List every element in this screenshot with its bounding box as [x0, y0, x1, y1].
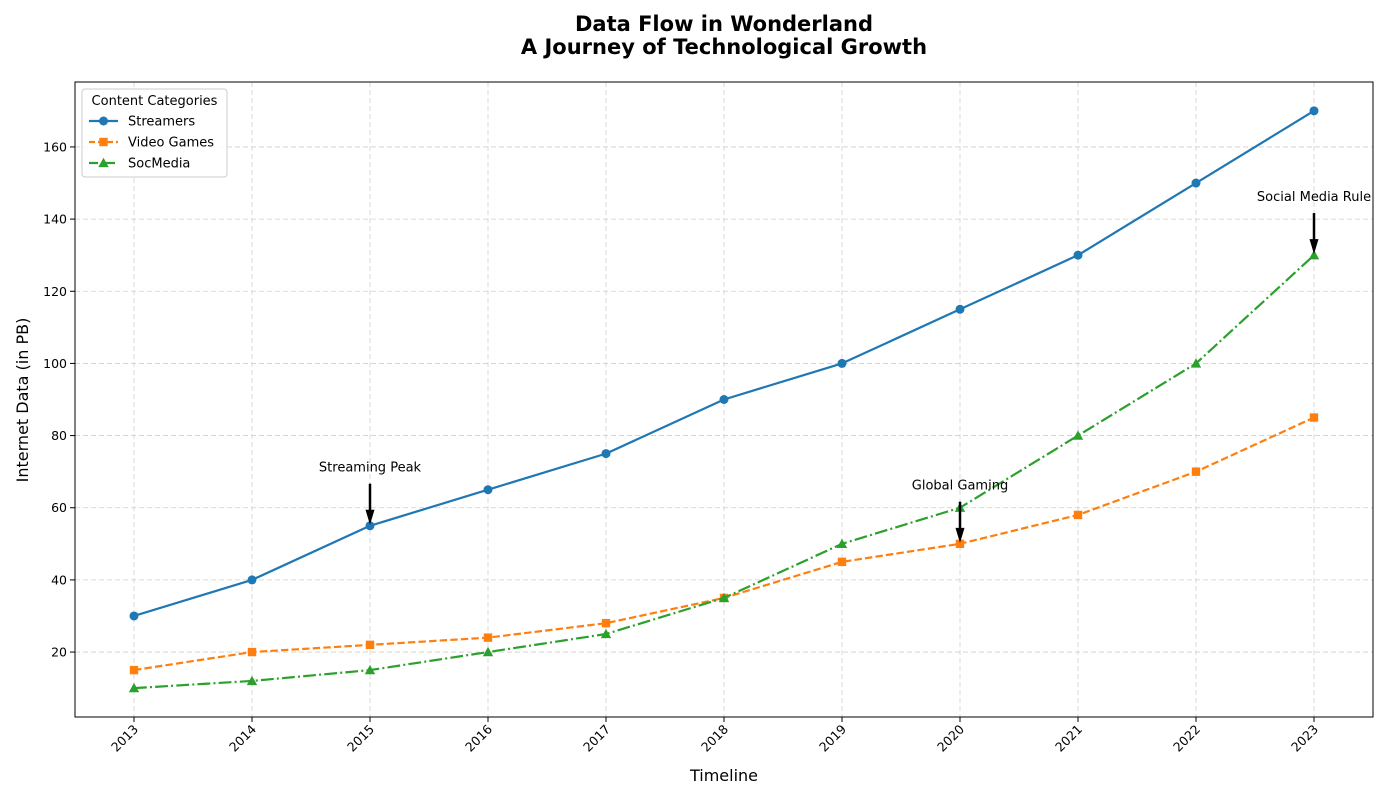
data-point-socmedia: [128, 682, 140, 693]
legend-title: Content Categories: [92, 94, 218, 109]
x-tick-label: 2022: [1170, 722, 1203, 755]
annotation-arrow-head: [365, 509, 375, 525]
y-tick-label: 160: [43, 139, 67, 154]
data-point-video-games: [1309, 413, 1319, 422]
chart-title: Data Flow in Wonderland: [575, 12, 873, 36]
data-point-socmedia: [1308, 249, 1320, 260]
data-point-video-games: [483, 633, 493, 642]
data-point-socmedia: [1190, 358, 1202, 368]
x-tick-label: 2019: [816, 721, 849, 754]
legend: Content Categories Streamers Video Games S…: [81, 88, 228, 178]
data-point-video-games: [365, 640, 375, 650]
legend-label: Streamers: [128, 115, 195, 130]
legend-marker-socmedia: [98, 157, 109, 168]
y-tick-label: 100: [43, 356, 67, 371]
data-point-streamers: [719, 395, 729, 404]
x-axis-label: Timeline: [689, 766, 758, 785]
annotation-arrow-head: [955, 527, 965, 543]
data-point-streamers: [1073, 250, 1083, 260]
y-tick-label: 80: [51, 428, 67, 443]
data-point-socmedia: [482, 646, 494, 657]
data-point-streamers: [955, 304, 965, 314]
data-point-socmedia: [600, 628, 612, 639]
y-tick-label: 40: [51, 572, 67, 587]
annotation-label: Streaming Peak: [319, 461, 422, 476]
annotations-layer: Streaming Peak Global Gaming Social Media …: [319, 190, 1371, 543]
data-point-video-games: [601, 618, 611, 628]
y-tick-label: 20: [51, 645, 67, 660]
y-axis-label: Internet Data (in PB): [13, 318, 32, 483]
annotation-label: Social Media Rule: [1257, 190, 1371, 205]
series-streamers: [129, 106, 1319, 621]
x-axis: 2013 2014 2015 2016 2017 2018 2019 2020 2021 2022…: [108, 717, 1321, 755]
data-point-socmedia: [1072, 430, 1084, 440]
data-point-streamers: [601, 449, 611, 459]
legend-label: SocMedia: [128, 157, 190, 172]
x-tick-label: 2023: [1288, 722, 1321, 755]
y-tick-label: 120: [43, 284, 67, 299]
legend-box: [81, 88, 228, 178]
data-point-streamers: [837, 358, 847, 368]
data-point-streamers: [483, 485, 493, 495]
data-point-streamers: [129, 611, 139, 621]
legend-label: Video Games: [128, 136, 214, 151]
legend-marker-video-games: [99, 137, 108, 147]
x-tick-label: 2021: [1052, 722, 1085, 755]
x-tick-label: 2014: [226, 721, 259, 754]
data-point-video-games: [247, 647, 257, 657]
data-point-streamers: [365, 521, 375, 531]
series-line-video-games: [133, 416, 1315, 672]
data-point-streamers: [247, 575, 257, 585]
data-point-video-games: [955, 539, 965, 549]
data-point-video-games: [837, 557, 847, 567]
x-tick-label: 2018: [698, 721, 731, 754]
data-point-streamers: [1309, 106, 1319, 116]
x-tick-label: 2016: [462, 721, 495, 754]
data-point-socmedia: [836, 538, 848, 548]
data-point-socmedia: [246, 675, 258, 686]
legend-marker-streamers: [99, 116, 108, 126]
data-point-video-games: [1191, 467, 1201, 476]
y-tick-label: 140: [43, 212, 67, 227]
data-point-video-games: [129, 665, 139, 675]
x-tick-label: 2017: [580, 722, 613, 755]
grid-layer: [75, 82, 1373, 717]
x-tick-label: 2013: [108, 722, 141, 755]
chart-subtitle: A Journey of Technological Growth: [521, 35, 927, 59]
data-point-video-games: [1073, 510, 1083, 520]
y-axis: 20 40 60 80 100 120 140 160: [43, 139, 75, 660]
series-layer: [128, 106, 1320, 693]
annotation-label: Global Gaming: [912, 479, 1008, 494]
data-point-streamers: [1191, 178, 1201, 188]
series-socmedia: [128, 249, 1320, 693]
x-tick-label: 2020: [934, 721, 967, 754]
data-point-socmedia: [364, 664, 376, 675]
y-tick-label: 60: [51, 500, 67, 515]
x-tick-label: 2015: [344, 722, 377, 755]
series-line-socmedia: [133, 254, 1315, 690]
annotation-arrow-head: [1309, 239, 1319, 255]
data-point-socmedia: [718, 592, 730, 603]
